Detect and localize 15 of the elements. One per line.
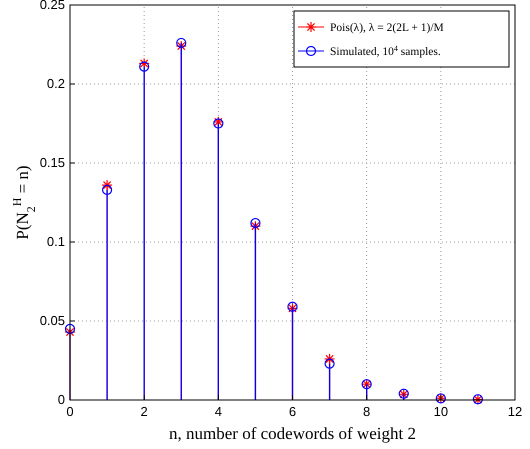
x-tick-label: 2 [140, 404, 148, 419]
y-tick-label: 0.05 [40, 313, 65, 328]
x-tick-label: 6 [288, 404, 296, 419]
x-tick-label: 8 [363, 404, 370, 419]
x-tick-label: 4 [214, 404, 222, 419]
legend-label: Simulated, 10$^{4}$ samples. [330, 44, 441, 58]
y-tick-label: 0.25 [40, 0, 65, 12]
x-tick-label: 12 [508, 404, 522, 419]
y-tick-label: 0.1 [46, 234, 65, 249]
x-axis-title: n, number of codewords of weight 2 [169, 424, 416, 443]
legend-label: Pois(λ), λ = 2(2L + 1)/M [330, 22, 444, 34]
y-tick-label: 0.15 [40, 155, 65, 170]
y-tick-label: 0.2 [46, 76, 65, 91]
y-tick-label: 0 [58, 392, 65, 407]
x-tick-label: 10 [434, 404, 448, 419]
